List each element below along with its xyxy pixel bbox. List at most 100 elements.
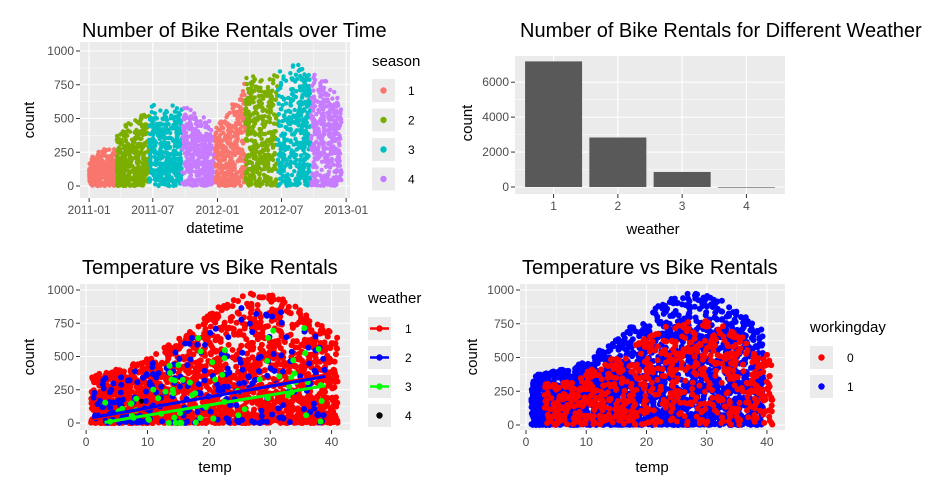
season-2-point [121,134,127,139]
weather-1-point [208,342,215,349]
season-3-point [156,182,161,188]
season-4-point [318,174,324,179]
weather-1-point [244,350,251,357]
season-1-point [99,160,104,165]
season-4-point [311,163,316,169]
season-3-point [284,183,289,188]
y-tick-label: 1000 [47,44,74,58]
weather-1-point [226,324,233,331]
season-3-point [170,157,175,162]
season-2-point [249,90,255,95]
season-1-point [216,145,221,150]
season-legend-title: season [372,53,420,70]
weather-1-point [210,397,217,404]
season-3-point [294,179,299,185]
season-3-point [279,107,284,112]
weather-1-point [308,419,315,426]
season-1-point [219,124,224,129]
weather-1-point [213,347,220,354]
season-4-point [181,117,186,122]
x-tick-label: 3 [679,199,686,213]
x-tick-label: 2012-01 [195,203,239,217]
season-4-point [200,167,205,173]
season-3-point [174,137,179,142]
season-3-point [288,100,293,105]
season-4-point [325,154,330,159]
weather-2-point [253,310,260,317]
season-4-point [209,163,214,168]
season-1-point [98,156,104,162]
season-4-point [318,183,323,188]
season-2-point [267,119,273,125]
season-2-point [269,168,275,173]
season-1-point [216,127,221,132]
weather-1-point [181,356,188,363]
season-2-point [244,81,250,87]
season-3-point [281,169,287,174]
season-3-point [293,136,298,142]
weather-1-point [330,384,337,391]
weather-1-point [253,319,260,326]
season-3-point [156,125,161,130]
season-2-point [271,112,277,117]
weather-chart-x-axis-title: weather [625,221,679,238]
season-2-point [258,127,263,133]
weather-1-point [288,409,295,416]
weather-1-point [248,300,255,307]
weather-1-point [195,358,202,365]
season-1-point [90,174,95,179]
weather-2-point [194,408,201,415]
season-3-point [161,117,166,122]
weather-1-point [137,360,144,367]
season-2-point [140,132,146,138]
season-4-point [315,99,320,104]
season-4-point [190,155,196,160]
season-3-point [174,134,180,139]
weather-1-point [202,363,209,370]
weather-1-point [172,343,179,350]
weather-1-point [298,412,305,419]
season-4-point [326,132,332,137]
season-4-point [331,132,337,138]
season-3-point [299,107,304,113]
season-2-point [257,176,262,181]
season-2-point [246,109,251,115]
season-1-point [95,179,101,184]
season-3-point [305,153,311,159]
season-4-point [322,151,327,156]
season-1-point [218,150,224,155]
season-2-point [139,149,144,155]
season-3-point [301,161,306,167]
season-3-point [174,120,179,126]
y-tick-label: 6000 [482,75,509,89]
season-1-point [229,155,234,161]
season-1-point [240,89,246,94]
season-1-point [235,158,240,164]
season-2-point [262,131,268,137]
weather-2-point [94,401,101,408]
weather-1-point [207,351,214,358]
season-3-point [153,151,158,156]
weather-1-point [130,361,137,368]
season-3-point [305,162,310,167]
season-3-point [278,170,283,176]
season-2-point [266,114,271,120]
season-2-point [270,102,276,107]
season-4-point [318,94,323,99]
season-3-point [298,153,304,158]
season-2-point [259,136,264,142]
season-legend-key-dot [380,175,387,183]
season-1-point [218,119,224,124]
season-3-point [301,117,306,122]
season-1-point [100,180,106,186]
season-1-point [240,158,245,163]
weather-1-point [223,408,230,415]
season-3-point [298,130,304,136]
season-3-point [288,121,293,126]
season-2-point [127,156,133,161]
season-4-point [311,117,317,122]
weather-1-point [249,354,256,361]
weather-2-point [212,325,219,332]
time-series-chart: Number of Bike Rentals over Time 0250500… [21,20,420,237]
season-1-point [108,160,113,165]
